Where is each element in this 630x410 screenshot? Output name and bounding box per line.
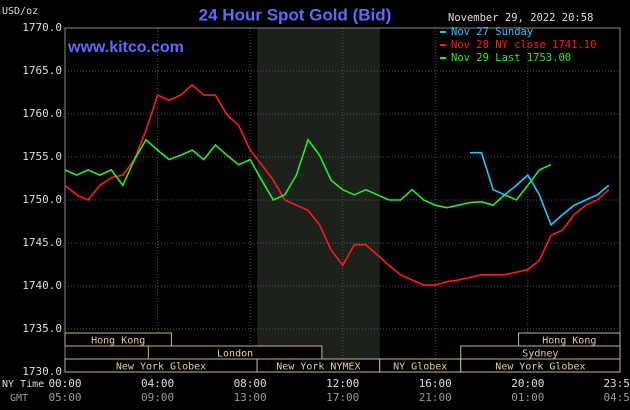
x-tick-label: 00:00 <box>48 377 81 390</box>
y-axis-label: USD/oz <box>2 6 38 17</box>
session-label: London <box>217 349 253 360</box>
x2-tick-label: 21:00 <box>419 391 452 404</box>
x-tick-label: 04:00 <box>141 377 174 390</box>
y-tick-label: 1750.0 <box>22 193 62 206</box>
session-label: NY Globex <box>393 362 447 373</box>
session-label: Hong Kong <box>91 336 145 347</box>
session-label: Hong Kong <box>542 336 596 347</box>
series-line <box>64 138 552 209</box>
session-bar <box>64 332 172 347</box>
x-tick-label: 23:59 <box>603 377 630 390</box>
y-tick-label: 1730.0 <box>22 365 62 378</box>
x2-tick-label: 17:00 <box>326 391 359 404</box>
y-tick-label: 1745.0 <box>22 236 62 249</box>
site-label: www.kitco.com <box>67 39 184 56</box>
x-tick-label: 20:00 <box>511 377 544 390</box>
legend-label: Nov 29 Last 1753.00 <box>451 52 571 64</box>
legend-label: Nov 27 Sunday <box>451 26 533 38</box>
chart-title: 24 Hour Spot Gold (Bid) <box>199 5 392 24</box>
session-label: New York Globex <box>495 362 585 373</box>
x-tick-label: 12:00 <box>326 377 359 390</box>
y-tick-label: 1765.0 <box>22 64 62 77</box>
x2-tick-label: 13:00 <box>234 391 267 404</box>
series-line <box>470 151 610 227</box>
legend-label: Nov 28 NY close 1741.10 <box>451 39 596 51</box>
x2-tick-label: 05:00 <box>48 391 81 404</box>
x-tick-label: 16:00 <box>419 377 452 390</box>
x2-tick-label: 01:00 <box>511 391 544 404</box>
x2-tick-label: 04:59 <box>603 391 630 404</box>
timestamp: November 29, 2022 20:58 <box>448 12 593 24</box>
session-label: Sydney <box>522 349 558 360</box>
y-tick-label: 1735.0 <box>22 322 62 335</box>
session-label: New York NYMEX <box>276 362 360 373</box>
y-tick-label: 1760.0 <box>22 107 62 120</box>
session-bar <box>460 358 621 373</box>
x2-axis-label: GMT <box>10 393 28 404</box>
series-line <box>64 83 610 286</box>
y-tick-label: 1755.0 <box>22 150 62 163</box>
y-tick-label: 1770.0 <box>22 21 62 34</box>
x2-tick-label: 09:00 <box>141 391 174 404</box>
y-tick-label: 1740.0 <box>22 279 62 292</box>
x-axis-label: NY Time <box>2 379 44 390</box>
session-label: New York Globex <box>116 362 206 373</box>
x-tick-label: 08:00 <box>234 377 267 390</box>
